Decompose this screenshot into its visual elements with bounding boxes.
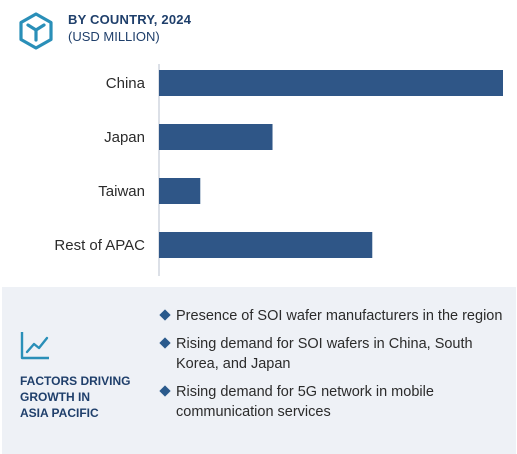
- factors-title-line: GROWTH IN: [20, 390, 90, 404]
- factors-title-line: ASIA PACIFIC: [20, 406, 99, 420]
- bar-rest-of-apac: [159, 232, 373, 258]
- category-label: Japan: [104, 129, 145, 146]
- diamond-bullet-icon: [159, 385, 171, 397]
- factor-item: Presence of SOI wafer manufacturers in t…: [159, 306, 505, 326]
- diamond-bullet-icon: [159, 309, 171, 321]
- bar-taiwan: [159, 178, 201, 204]
- bar-japan: [159, 124, 273, 150]
- factor-text: Rising demand for 5G network in mobile c…: [176, 384, 434, 420]
- factors-title: FACTORS DRIVING GROWTH IN ASIA PACIFIC: [20, 373, 170, 421]
- trend-line-icon: [20, 332, 49, 360]
- factor-item: Rising demand for 5G network in mobile c…: [159, 382, 505, 422]
- bar-china: [159, 70, 503, 96]
- category-label: Taiwan: [98, 183, 145, 200]
- chart-subtitle: (USD MILLION): [68, 29, 160, 44]
- factors-list: Presence of SOI wafer manufacturers in t…: [159, 306, 505, 430]
- bar-chart: China Japan Taiwan Rest of APAC: [54, 64, 503, 276]
- factors-panel: [2, 287, 516, 454]
- category-label: Rest of APAC: [54, 237, 145, 254]
- factors-title-line: FACTORS DRIVING: [20, 374, 131, 388]
- factor-text: Rising demand for SOI wafers in China, S…: [176, 336, 473, 372]
- diamond-bullet-icon: [159, 337, 171, 349]
- chart-title: BY COUNTRY, 2024: [68, 12, 192, 27]
- factor-item: Rising demand for SOI wafers in China, S…: [159, 334, 505, 374]
- factor-text: Presence of SOI wafer manufacturers in t…: [176, 308, 503, 324]
- cube-icon: [19, 12, 53, 50]
- category-label: China: [106, 75, 146, 92]
